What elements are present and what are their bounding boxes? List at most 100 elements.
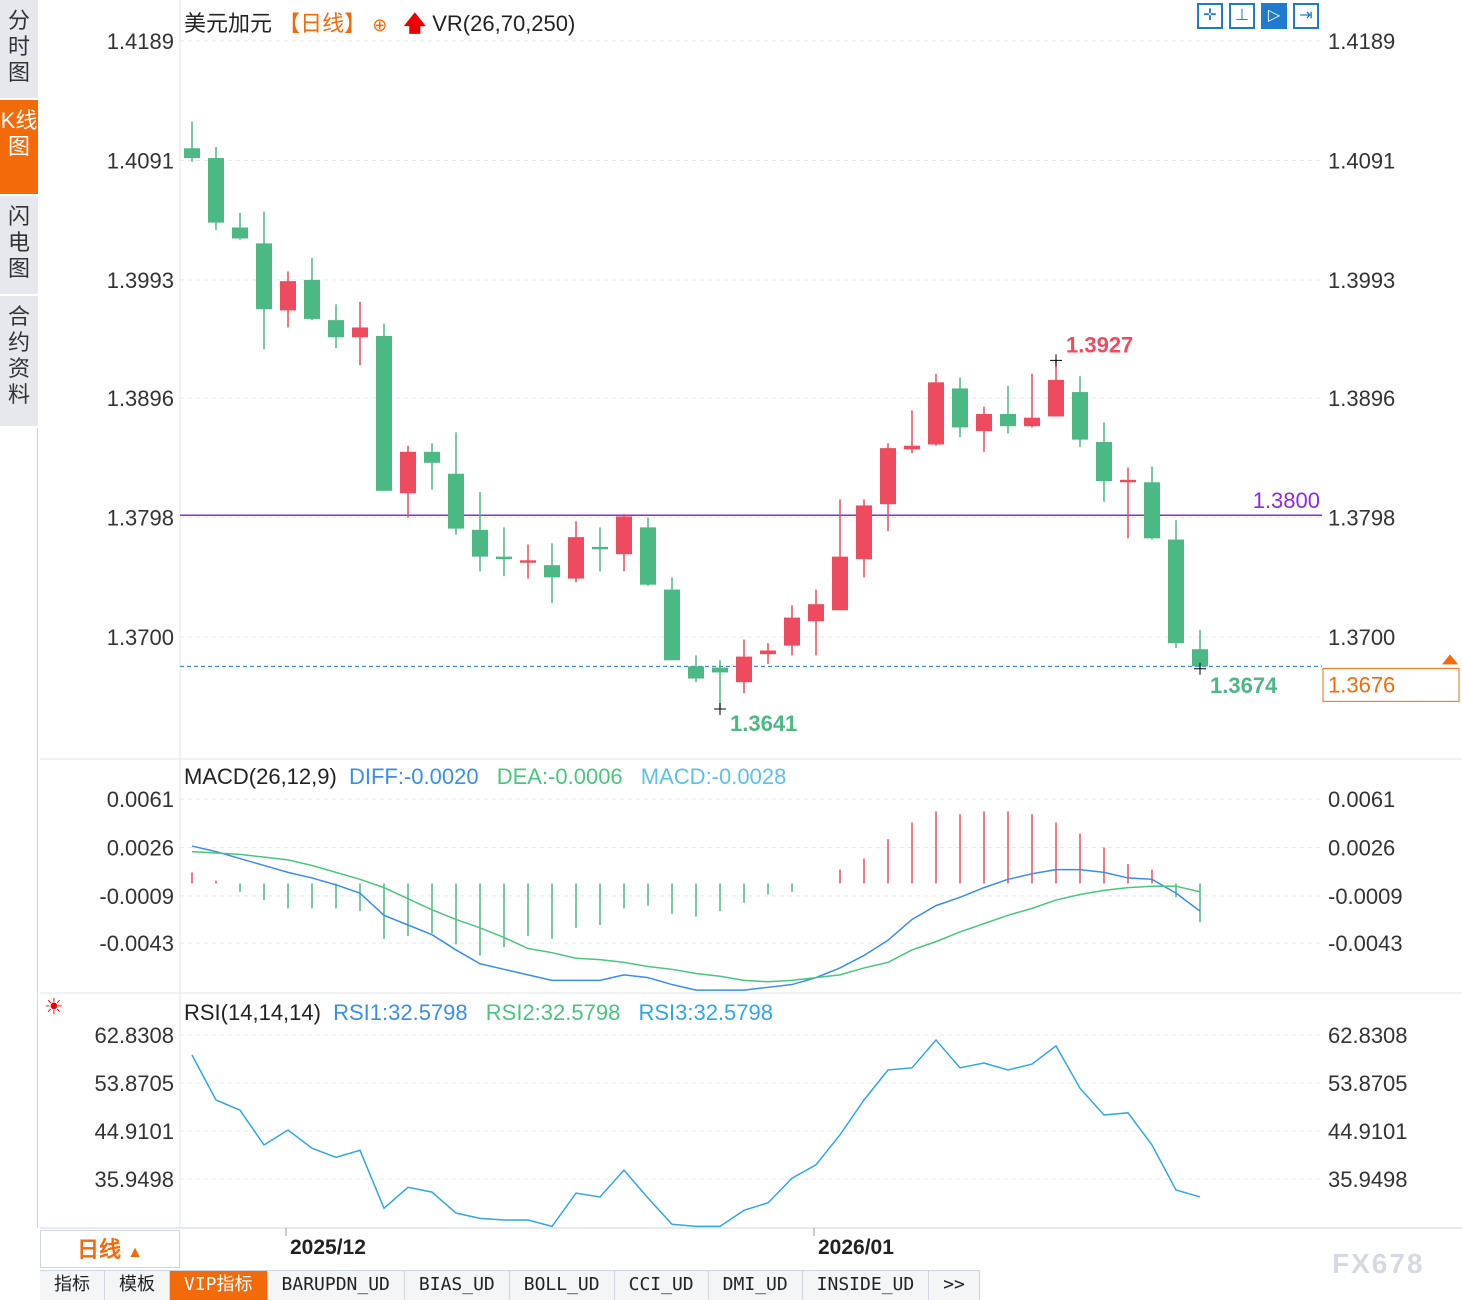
candle-body: [1168, 539, 1184, 644]
candle-body: [1120, 479, 1136, 483]
rsi-ytick-right: 62.8308: [1328, 1023, 1408, 1048]
candle-body: [688, 666, 704, 679]
symbol-name: 美元加元: [184, 11, 273, 36]
zoom-range-icon[interactable]: ⊥: [1229, 3, 1255, 29]
indicator-tab[interactable]: CCI_UD: [614, 1271, 709, 1300]
macd-ytick-right: 0.0061: [1328, 787, 1395, 812]
sidebar-tab-contract-info[interactable]: 合约资料: [0, 296, 38, 428]
candle-body: [1048, 379, 1064, 417]
indicator-tabs: 指标 模板 VIP指标 BARUPDN_UD BIAS_UD BOLL_UD CCI_UD D…: [40, 1270, 980, 1300]
price-ytick-right: 1.4091: [1328, 148, 1395, 173]
add-indicator-icon[interactable]: ⊕: [372, 15, 388, 35]
last-low-label: 1.3674: [1210, 673, 1278, 698]
price-ytick-left: 1.3798: [107, 506, 174, 531]
candle-body: [1096, 442, 1112, 482]
candle-body: [280, 281, 296, 311]
indicator-tab[interactable]: BIAS_UD: [404, 1271, 510, 1300]
arrow-up-icon[interactable]: 🡅: [403, 11, 427, 36]
rsi-ytick-right: 35.9498: [1328, 1167, 1408, 1192]
indicator-tab[interactable]: VIP指标: [170, 1271, 268, 1300]
diff-value: DIFF:-0.0020: [348, 764, 479, 789]
rsi-line: [191, 1038, 1201, 1228]
candle-body: [1192, 649, 1208, 667]
diff-line: [191, 845, 1201, 991]
dea-value: DEA:-0.0006: [496, 764, 623, 789]
candle-body: [208, 158, 224, 223]
macd-ytick-left: -0.0043: [99, 931, 174, 956]
move-right-icon[interactable]: ⇥: [1293, 3, 1319, 29]
candle-body: [376, 335, 392, 491]
candle-body: [616, 516, 632, 555]
indicator-tab[interactable]: BOLL_UD: [509, 1271, 615, 1300]
candle-body: [328, 320, 344, 338]
indicator-tab[interactable]: DMI_UD: [708, 1271, 803, 1300]
macd-ytick-left: 0.0026: [107, 835, 174, 860]
low-label: 1.3641: [730, 711, 797, 736]
settings-sun-icon[interactable]: ☀: [44, 994, 64, 1019]
candle-body: [856, 505, 872, 560]
macd-value: MACD:-0.0028: [640, 764, 787, 789]
period-label[interactable]: 【日线】: [278, 11, 367, 36]
rsi-legend: RSI(14,14,14) RSI1:32.5798 RSI2:32.5798 …: [184, 1000, 773, 1026]
indicator-tab[interactable]: INSIDE_UD: [802, 1271, 930, 1300]
play-range-icon[interactable]: ▷: [1261, 3, 1287, 29]
rsi1-value: RSI1:32.5798: [333, 1000, 468, 1025]
candle-body: [568, 537, 584, 579]
price-ytick-left: 1.4091: [107, 148, 174, 173]
high-marker: [1050, 354, 1062, 367]
candle-body: [1024, 417, 1040, 427]
dea-line: [191, 850, 1201, 983]
indicator-tab[interactable]: 指标: [40, 1271, 105, 1300]
price-ytick-left: 1.3993: [107, 268, 174, 293]
last-price-label: 1.3676: [1328, 672, 1395, 697]
period-selector-label: 日线: [77, 1237, 122, 1262]
price-ytick-left: 1.3700: [107, 625, 174, 650]
candle-body: [760, 650, 776, 655]
watermark-logo: FX678: [1332, 1248, 1425, 1279]
candle-body: [496, 556, 512, 560]
macd-title: MACD(26,12,9): [184, 764, 337, 789]
candle-body: [304, 279, 320, 319]
candle-body: [664, 589, 680, 661]
candle-body: [448, 473, 464, 529]
candle-body: [904, 445, 920, 450]
candle-body: [784, 617, 800, 646]
price-ytick-right: 1.3700: [1328, 625, 1395, 650]
sidebar-tab-flash[interactable]: 闪电图: [0, 196, 38, 296]
candle-body: [736, 656, 752, 683]
indicator-label[interactable]: VR(26,70,250): [432, 11, 576, 36]
candle-body: [232, 227, 248, 239]
candle-body: [976, 414, 992, 432]
candle-body: [592, 546, 608, 550]
period-selector[interactable]: 日线 ▲: [40, 1230, 180, 1268]
date-label: 2025/12: [290, 1236, 366, 1259]
macd-legend: MACD(26,12,9) DIFF:-0.0020 DEA:-0.0006 M…: [184, 764, 786, 790]
macd-ytick-left: -0.0009: [99, 884, 174, 909]
price-ytick-left: 1.3896: [107, 386, 174, 411]
indicator-tab[interactable]: BARUPDN_UD: [267, 1271, 405, 1300]
date-label: 2026/01: [818, 1236, 894, 1259]
rsi-title: RSI(14,14,14): [184, 1000, 321, 1025]
sidebar-tab-kline[interactable]: K线图: [0, 100, 38, 196]
sidebar: 分时图 K线图 闪电图 合约资料: [0, 0, 38, 1228]
price-ytick-right: 1.3896: [1328, 386, 1395, 411]
rsi2-value: RSI2:32.5798: [485, 1000, 621, 1025]
indicator-tab[interactable]: 模板: [105, 1271, 170, 1300]
sidebar-tab-timeshare[interactable]: 分时图: [0, 0, 38, 100]
candle-body: [1000, 414, 1016, 427]
rsi-ytick-right: 44.9101: [1328, 1119, 1408, 1144]
rsi-ytick-right: 53.8705: [1328, 1071, 1408, 1096]
candle-body: [400, 451, 416, 494]
rsi-ytick-left: 53.8705: [94, 1071, 174, 1096]
chart-header: 美元加元 【日线】 ⊕ 🡅 VR(26,70,250): [184, 6, 575, 45]
triangle-up-icon: ▲: [127, 1244, 143, 1261]
last-low-marker: [1194, 662, 1206, 675]
macd-ytick-left: 0.0061: [107, 787, 174, 812]
candle-body: [1072, 392, 1088, 440]
high-label: 1.3927: [1066, 332, 1133, 357]
indicator-tab[interactable]: >>: [929, 1271, 980, 1300]
candle-body: [352, 327, 368, 338]
crosshair-icon[interactable]: ✛: [1197, 3, 1223, 29]
candle-body: [1144, 482, 1160, 539]
